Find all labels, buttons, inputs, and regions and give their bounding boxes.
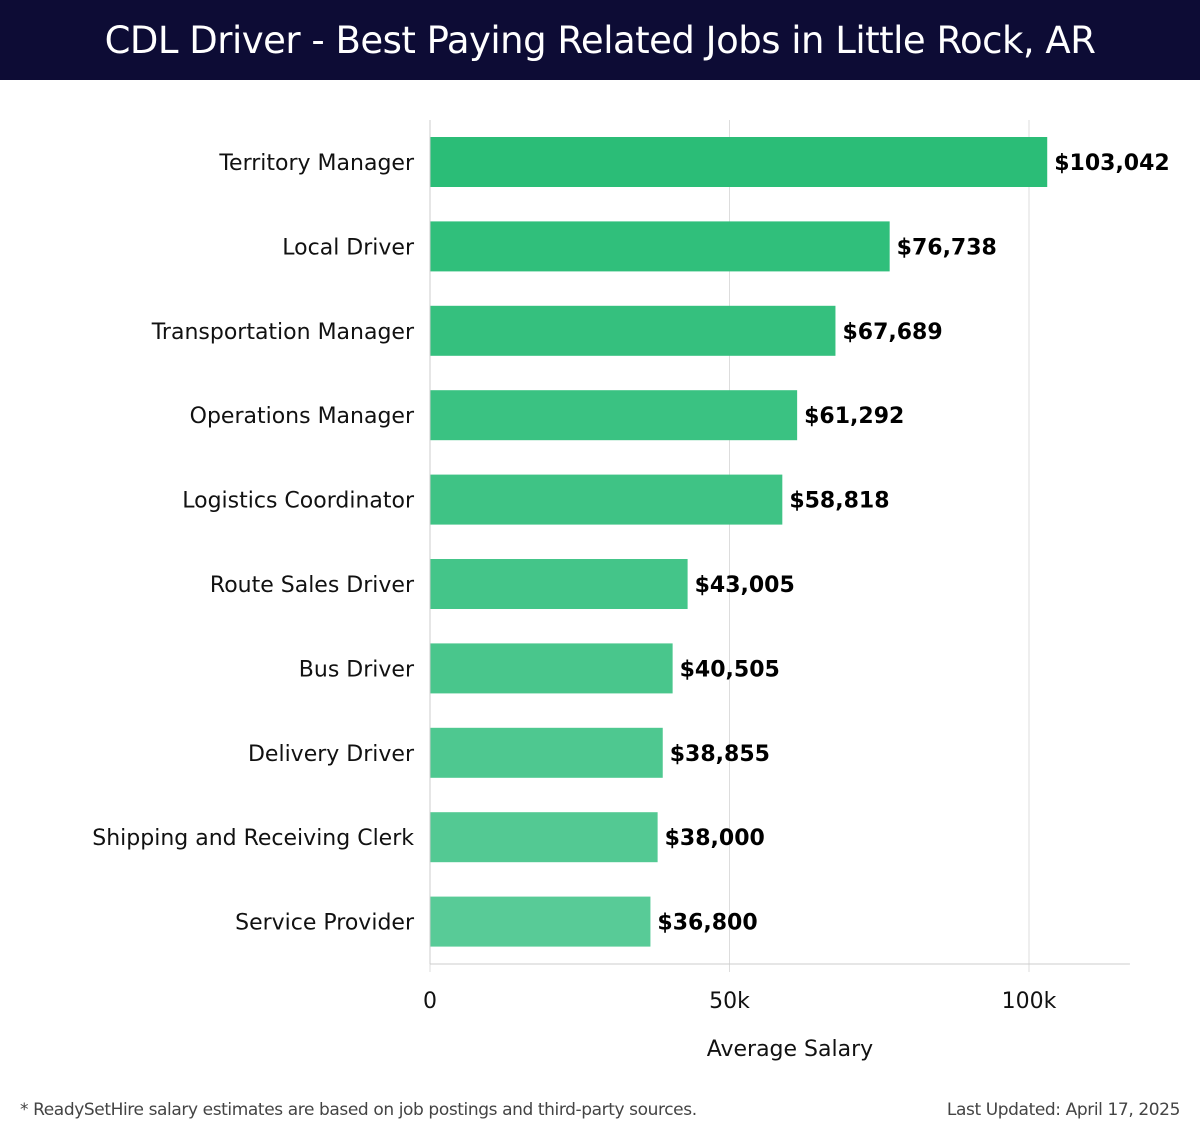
bar <box>430 727 663 778</box>
category-label: Logistics Coordinator <box>182 489 415 514</box>
value-label: $76,738 <box>897 235 997 260</box>
value-label: $103,042 <box>1054 151 1170 176</box>
x-tick-label: 100k <box>1002 989 1057 1014</box>
category-label: Service Provider <box>235 911 415 936</box>
bar <box>430 474 783 525</box>
category-label: Operations Manager <box>190 404 415 429</box>
x-axis-title: Average Salary <box>707 1037 873 1062</box>
x-tick-label: 50k <box>709 989 750 1014</box>
bar <box>430 305 836 356</box>
category-label: Bus Driver <box>299 657 415 682</box>
category-label: Territory Manager <box>218 151 415 176</box>
value-label: $61,292 <box>804 404 904 429</box>
category-label: Transportation Manager <box>151 320 415 345</box>
bar <box>430 812 658 863</box>
value-label: $67,689 <box>842 320 942 345</box>
category-label: Local Driver <box>282 235 415 260</box>
bar <box>430 137 1048 187</box>
bar <box>430 896 651 947</box>
x-tick-label: 0 <box>423 989 437 1014</box>
bars <box>430 137 1048 947</box>
category-label: Delivery Driver <box>248 742 415 767</box>
footnote: * ReadySetHire salary estimates are base… <box>20 1100 697 1120</box>
value-label: $58,818 <box>789 489 889 514</box>
category-label: Shipping and Receiving Clerk <box>92 826 414 851</box>
category-label: Route Sales Driver <box>210 573 415 598</box>
last-updated: Last Updated: April 17, 2025 <box>946 1100 1180 1120</box>
category-labels: Territory Manager Local Driver Transportat… <box>92 151 415 936</box>
value-label: $38,000 <box>665 826 765 851</box>
bar <box>430 221 890 272</box>
bar <box>430 390 798 441</box>
value-label: $36,800 <box>657 911 757 936</box>
x-axis: 0 50k 100k <box>423 120 1130 1014</box>
value-label: $38,855 <box>670 742 770 767</box>
value-label: $43,005 <box>695 573 795 598</box>
value-label: $40,505 <box>680 657 780 682</box>
bar <box>430 559 688 609</box>
value-labels: $103,042 $76,738 $67,689 $61,292 $58,818 $43,… <box>657 151 1169 936</box>
bar <box>430 643 673 694</box>
chart-title: CDL Driver - Best Paying Related Jobs in… <box>0 0 1200 80</box>
bar-chart: Territory Manager Local Driver Transportat… <box>92 120 1170 1062</box>
